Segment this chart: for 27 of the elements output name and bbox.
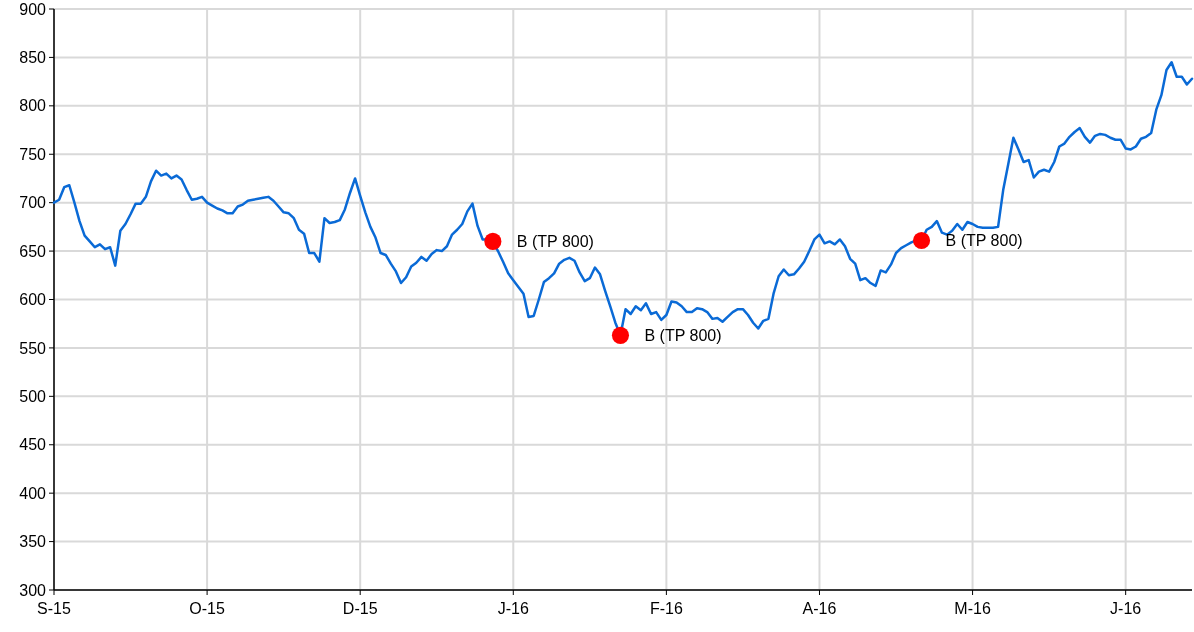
- y-tick-label: 400: [19, 484, 47, 502]
- y-tick-label: 850: [19, 49, 47, 67]
- y-tick-label: 800: [19, 97, 47, 115]
- y-tick-label: 350: [19, 533, 47, 551]
- x-tick-label: A-16: [802, 600, 837, 617]
- y-tick-label: 300: [19, 581, 47, 599]
- y-tick-label: 500: [19, 387, 47, 405]
- annotation: B (TP 800): [644, 326, 722, 344]
- x-tick-label: J-16: [497, 600, 529, 617]
- x-tick-label: S-15: [37, 600, 71, 617]
- y-tick-label: 450: [19, 436, 47, 454]
- x-tick-label: D-15: [342, 600, 378, 617]
- point: [611, 326, 629, 344]
- annotation: B (TP 800): [945, 232, 1023, 250]
- y-tick-label: 700: [19, 194, 47, 212]
- y-tick-label: 750: [19, 145, 47, 163]
- y-tick-label: 900: [19, 0, 47, 18]
- annotation: B (TP 800): [516, 233, 594, 250]
- y-tick-label: 550: [19, 339, 47, 357]
- x-tick-label: O-15: [189, 600, 225, 617]
- x-tick-label: M-16: [954, 600, 991, 617]
- y-tick-label: 600: [19, 291, 47, 309]
- point: [484, 232, 502, 250]
- y-tick-label: 650: [19, 242, 47, 260]
- x-tick-label: J-16: [1110, 600, 1142, 617]
- x-tick-label: F-16: [649, 600, 683, 617]
- point: [912, 231, 931, 249]
